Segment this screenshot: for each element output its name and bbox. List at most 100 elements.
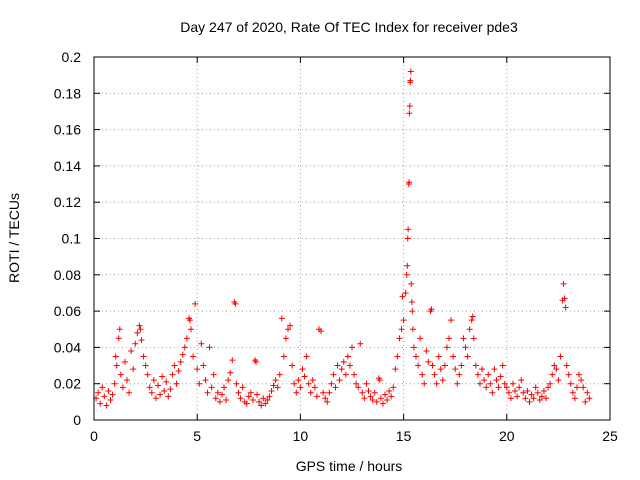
- y-tick-label: 0.12: [54, 194, 81, 210]
- x-tick-label: 5: [193, 428, 201, 444]
- data-point: [497, 373, 504, 380]
- data-point: [353, 380, 360, 387]
- data-point: [157, 391, 164, 398]
- data-point: [338, 366, 345, 373]
- data-point: [179, 351, 186, 358]
- data-point: [582, 398, 589, 405]
- data-point: [206, 344, 213, 351]
- data-point: [196, 380, 203, 387]
- data-point: [204, 389, 211, 396]
- data-point: [394, 353, 401, 360]
- data-point: [130, 366, 137, 373]
- data-point: [441, 362, 448, 369]
- data-point: [144, 371, 151, 378]
- data-point: [293, 389, 300, 396]
- x-tick-label: 0: [90, 428, 98, 444]
- data-point: [439, 377, 446, 384]
- data-point: [260, 395, 267, 402]
- data-point: [272, 377, 279, 384]
- data-point: [295, 377, 302, 384]
- data-point: [384, 397, 391, 404]
- data-point: [282, 335, 289, 342]
- data-point: [409, 308, 416, 315]
- data-point: [419, 371, 426, 378]
- y-tick-label: 0.16: [54, 122, 81, 138]
- data-point: [351, 371, 358, 378]
- data-point: [501, 380, 508, 387]
- data-point: [280, 353, 287, 360]
- data-point: [322, 395, 329, 402]
- data-point: [536, 397, 543, 404]
- data-point: [425, 358, 432, 365]
- data-point: [563, 362, 570, 369]
- data-point: [121, 358, 128, 365]
- data-point: [578, 377, 585, 384]
- data-point: [458, 362, 465, 369]
- data-point: [132, 340, 139, 347]
- data-point: [560, 280, 567, 287]
- data-point: [371, 389, 378, 396]
- data-point: [543, 395, 550, 402]
- data-point: [107, 397, 114, 404]
- chart-title: Day 247 of 2020, Rate Of TEC Index for r…: [180, 19, 518, 35]
- data-point: [328, 380, 335, 387]
- data-point: [576, 371, 583, 378]
- data-point: [396, 335, 403, 342]
- data-point: [528, 391, 535, 398]
- data-point: [551, 362, 558, 369]
- data-point: [481, 377, 488, 384]
- data-point: [218, 391, 225, 398]
- data-point: [359, 389, 366, 396]
- data-point: [355, 384, 362, 391]
- data-point: [386, 387, 393, 394]
- data-point: [509, 380, 516, 387]
- data-point: [569, 389, 576, 396]
- data-point: [152, 395, 159, 402]
- data-point: [479, 366, 486, 373]
- data-point: [112, 353, 119, 360]
- data-point: [126, 389, 133, 396]
- tick-labels: 0 5 10 15 20 25 0 0.02 0.04 0.06 0.08 0.1 0.12 0.14 0.…: [54, 49, 618, 444]
- data-point: [165, 393, 172, 400]
- data-point: [584, 389, 591, 396]
- data-point: [103, 402, 110, 409]
- data-point: [489, 389, 496, 396]
- data-point: [342, 371, 349, 378]
- y-axis-title: ROTI / TECUs: [6, 193, 22, 283]
- data-point: [146, 384, 153, 391]
- data-point: [264, 397, 271, 404]
- data-point: [313, 393, 320, 400]
- x-tick-label: 20: [499, 428, 515, 444]
- data-point: [407, 68, 414, 75]
- data-point: [412, 353, 419, 360]
- data-point: [136, 322, 143, 329]
- data-point: [405, 226, 412, 233]
- data-point: [406, 110, 413, 117]
- data-point: [124, 377, 131, 384]
- data-point: [285, 326, 292, 333]
- data-point: [512, 387, 519, 394]
- data-point: [154, 382, 161, 389]
- data-point: [388, 393, 395, 400]
- data-point: [142, 362, 149, 369]
- data-point: [137, 326, 144, 333]
- data-point: [524, 387, 531, 394]
- data-point: [186, 317, 193, 324]
- data-point: [243, 400, 250, 407]
- data-point: [483, 384, 490, 391]
- data-point: [450, 353, 457, 360]
- data-point: [446, 335, 453, 342]
- data-point: [171, 362, 178, 369]
- data-point: [437, 366, 444, 373]
- data-point: [491, 366, 498, 373]
- data-point: [181, 344, 188, 351]
- data-point: [324, 398, 331, 405]
- data-point: [373, 398, 380, 405]
- data-point: [365, 387, 372, 394]
- data-point: [390, 384, 397, 391]
- y-tick-label: 0.08: [54, 267, 81, 283]
- data-point: [406, 103, 413, 110]
- data-point: [357, 340, 364, 347]
- data-point: [297, 384, 304, 391]
